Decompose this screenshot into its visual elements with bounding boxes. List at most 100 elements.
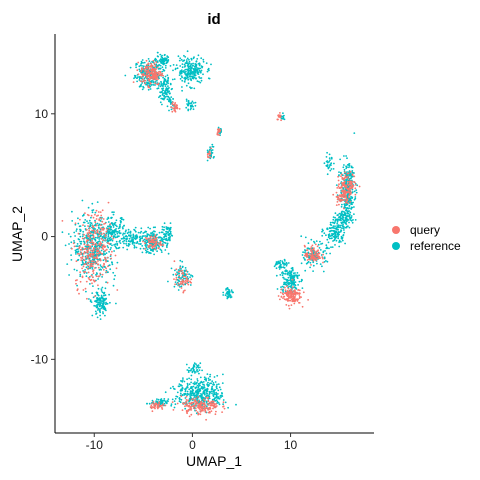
query-point xyxy=(162,74,165,77)
y-tick-label: 10 xyxy=(35,107,49,121)
query-point xyxy=(182,273,185,276)
reference-point xyxy=(301,287,304,289)
reference-point xyxy=(147,82,150,85)
reference-point xyxy=(329,252,331,255)
reference-point xyxy=(276,288,279,290)
reference-point xyxy=(192,62,195,65)
reference-point xyxy=(172,69,174,72)
query-point xyxy=(83,250,86,253)
query-point xyxy=(91,262,94,265)
reference-point xyxy=(156,79,158,82)
query-point xyxy=(144,236,147,239)
reference-point xyxy=(81,215,84,217)
reference-point xyxy=(287,262,290,264)
reference-point xyxy=(75,228,78,231)
reference-point xyxy=(169,82,172,85)
reference-point xyxy=(87,222,90,225)
query-point xyxy=(92,233,94,236)
reference-point xyxy=(318,247,321,249)
query-point xyxy=(312,254,314,256)
reference-point xyxy=(160,249,163,252)
reference-point xyxy=(76,245,79,248)
reference-point xyxy=(171,398,174,401)
query-point xyxy=(141,78,144,81)
query-point xyxy=(96,215,98,217)
reference-point xyxy=(290,267,293,270)
reference-point xyxy=(353,198,356,201)
legend-label-query: query xyxy=(410,223,440,237)
reference-point xyxy=(189,276,192,278)
reference-point xyxy=(140,60,143,63)
reference-point xyxy=(149,227,152,230)
reference-point xyxy=(185,68,188,71)
reference-point xyxy=(197,386,200,389)
query-point xyxy=(94,262,97,265)
reference-point xyxy=(300,235,303,238)
reference-point xyxy=(152,233,155,235)
query-point xyxy=(304,245,306,248)
reference-point xyxy=(222,294,225,296)
query-point xyxy=(99,259,102,262)
query-point xyxy=(143,69,146,71)
query-point xyxy=(144,79,147,82)
reference-point xyxy=(166,55,169,57)
reference-point xyxy=(340,213,343,215)
query-point xyxy=(344,189,346,192)
reference-point xyxy=(162,59,165,61)
reference-point xyxy=(97,287,100,290)
query-point xyxy=(348,192,351,194)
reference-point xyxy=(327,166,330,169)
query-point xyxy=(92,272,95,275)
reference-point xyxy=(181,394,184,396)
reference-point xyxy=(352,201,354,204)
query-point xyxy=(161,72,164,75)
query-point xyxy=(180,395,183,398)
query-point xyxy=(90,278,93,281)
reference-point xyxy=(333,236,336,238)
query-point xyxy=(101,220,104,223)
reference-point xyxy=(351,221,354,224)
reference-point xyxy=(192,75,195,77)
reference-point xyxy=(337,224,340,227)
query-point xyxy=(150,404,153,407)
query-point xyxy=(88,278,91,281)
reference-point xyxy=(111,263,114,266)
query-point xyxy=(88,229,91,232)
reference-point xyxy=(166,400,169,402)
query-point xyxy=(340,175,342,178)
reference-point xyxy=(94,219,96,222)
reference-point xyxy=(196,58,199,60)
reference-point xyxy=(102,312,104,315)
query-point xyxy=(99,258,102,260)
reference-point xyxy=(91,209,94,212)
reference-point xyxy=(342,221,344,224)
query-point xyxy=(318,252,321,255)
query-point xyxy=(97,275,100,278)
query-point xyxy=(346,199,349,202)
query-point xyxy=(89,237,91,240)
query-point xyxy=(197,396,200,398)
reference-point xyxy=(281,285,284,288)
query-point xyxy=(110,235,113,238)
reference-point xyxy=(205,401,208,404)
reference-point xyxy=(140,230,143,233)
reference-point xyxy=(156,64,159,67)
reference-point xyxy=(207,384,210,387)
query-point xyxy=(101,209,104,212)
reference-point xyxy=(197,390,200,393)
reference-point xyxy=(344,214,347,217)
reference-point xyxy=(188,273,191,276)
query-point xyxy=(156,405,159,407)
reference-point xyxy=(216,387,218,390)
query-point xyxy=(345,194,347,197)
reference-point xyxy=(101,236,104,238)
reference-point xyxy=(219,388,222,391)
reference-point xyxy=(188,62,191,65)
reference-point xyxy=(141,251,144,254)
reference-point xyxy=(221,392,223,394)
reference-point xyxy=(162,228,165,231)
query-point xyxy=(100,238,103,240)
query-point xyxy=(337,185,340,188)
query-point xyxy=(191,405,194,408)
reference-point xyxy=(96,293,99,296)
